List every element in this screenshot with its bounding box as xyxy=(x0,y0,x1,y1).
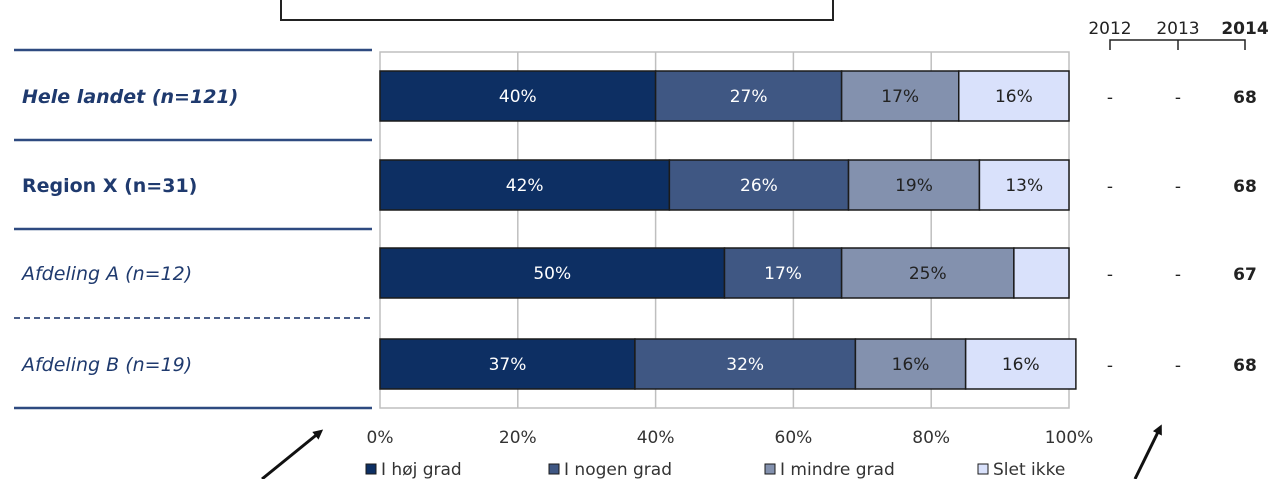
legend-label-3: I mindre grad xyxy=(780,460,895,479)
bar-label-1-3: 17% xyxy=(881,87,919,107)
legend-swatch-2 xyxy=(548,463,560,475)
bar-segment-4-3 xyxy=(854,338,967,390)
segment-labels: 40% 27% 17% 16% 42% 26% 19% 13% 50% 17% 25% 37% 32% 1… xyxy=(489,87,1044,375)
x-tick-label-6: 100% xyxy=(1045,428,1094,448)
bar-label-1-4: 16% xyxy=(995,87,1033,107)
bar-label-2-3: 19% xyxy=(895,176,933,196)
x-tick-label-4: 60% xyxy=(775,428,813,448)
bar-label-1-1: 40% xyxy=(499,87,537,107)
year-value-2-3: 68 xyxy=(1233,177,1257,197)
bar-segment-4-1 xyxy=(379,338,636,390)
bar-segment-1-2 xyxy=(654,70,843,122)
x-tick-label-2: 20% xyxy=(499,428,537,448)
year-value-1-3: 68 xyxy=(1233,88,1257,108)
legend-swatch-4 xyxy=(977,463,989,475)
legend: I høj grad I nogen grad I mindre grad Slet … xyxy=(365,460,1065,479)
arrows xyxy=(261,424,1162,479)
bar-label-3-1: 50% xyxy=(533,264,571,284)
left-arrow xyxy=(261,429,324,479)
bar-segment-2-4 xyxy=(978,159,1070,211)
year-value-2-2: - xyxy=(1175,177,1181,197)
bar-label-4-2: 32% xyxy=(726,355,764,375)
bar-segment-2-2 xyxy=(668,159,850,211)
year-value-3-2: - xyxy=(1175,265,1181,285)
row-label-4: Afdeling B (n=19) xyxy=(20,354,192,376)
x-tick-label-3: 40% xyxy=(637,428,675,448)
year-header-2012: 2012 xyxy=(1088,19,1131,39)
year-value-2-1: - xyxy=(1107,177,1113,197)
bar-label-4-3: 16% xyxy=(892,355,930,375)
legend-swatch-1 xyxy=(365,463,377,475)
right-arrow xyxy=(1133,424,1162,479)
legend-label-4: Slet ikke xyxy=(993,460,1065,479)
legend-label-1: I høj grad xyxy=(381,460,462,479)
year-value-1-2: - xyxy=(1175,88,1181,108)
legend-label-2: I nogen grad xyxy=(564,460,672,479)
bar-label-3-3: 25% xyxy=(909,264,947,284)
bar-label-4-1: 37% xyxy=(489,355,527,375)
row-labels: Hele landet (n=121) Region X (n=31) Afdeli… xyxy=(14,48,372,410)
bar-segment-3-2 xyxy=(723,247,843,299)
year-header-2013: 2013 xyxy=(1156,19,1199,39)
year-value-3-1: - xyxy=(1107,265,1113,285)
question-text-box xyxy=(280,0,834,21)
bar-label-2-2: 26% xyxy=(740,176,778,196)
year-header-2014: 2014 xyxy=(1221,19,1268,39)
bar-label-1-2: 27% xyxy=(730,87,768,107)
year-columns: 2012 2013 2014 - - 68 - - 68 - - 67 - - 68 xyxy=(1088,19,1268,376)
bar-label-3-2: 17% xyxy=(764,264,802,284)
bar-segment-4-2 xyxy=(634,338,857,390)
bar-segment-4-4 xyxy=(964,338,1077,390)
x-axis-ticks: 0% 20% 40% 60% 80% 100% xyxy=(367,428,1094,448)
x-tick-label-5: 80% xyxy=(912,428,950,448)
bar-segment-1-1 xyxy=(379,70,657,122)
bar-label-4-4: 16% xyxy=(1002,355,1040,375)
bars xyxy=(379,70,1077,390)
bar-segment-3-1 xyxy=(379,247,726,299)
x-tick-label-1: 0% xyxy=(367,428,394,448)
row-label-3: Afdeling A (n=12) xyxy=(20,263,192,285)
year-value-3-3: 67 xyxy=(1233,265,1257,285)
bar-label-2-1: 42% xyxy=(506,176,544,196)
row-label-2: Region X (n=31) xyxy=(22,175,197,197)
row-label-1: Hele landet (n=121) xyxy=(22,86,238,108)
bar-segment-3-4 xyxy=(1013,247,1070,299)
bar-segment-2-1 xyxy=(379,159,671,211)
year-value-4-1: - xyxy=(1107,356,1113,376)
bar-segment-3-3 xyxy=(840,247,1015,299)
year-value-4-3: 68 xyxy=(1233,356,1257,376)
year-value-4-2: - xyxy=(1175,356,1181,376)
year-value-1-1: - xyxy=(1107,88,1113,108)
bar-label-2-4: 13% xyxy=(1005,176,1043,196)
bar-segment-1-4 xyxy=(958,70,1070,122)
bar-segment-2-3 xyxy=(847,159,981,211)
legend-swatch-3 xyxy=(764,463,776,475)
